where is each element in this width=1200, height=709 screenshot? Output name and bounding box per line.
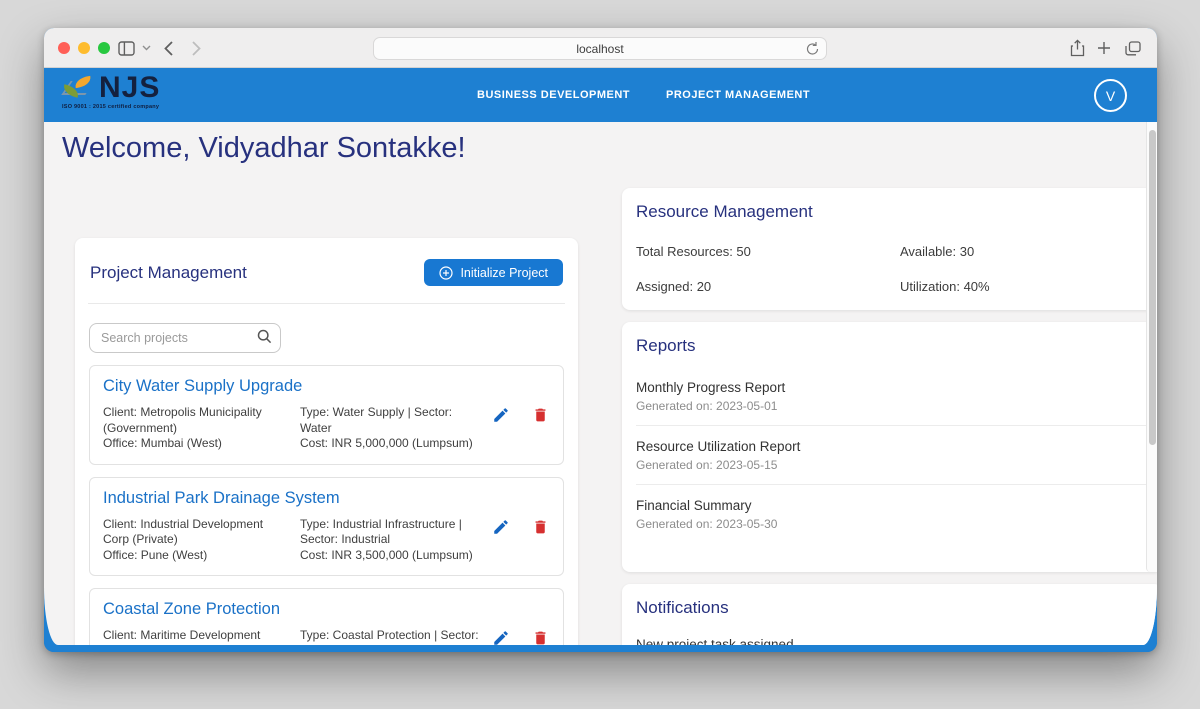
nav-project-management[interactable]: PROJECT MANAGEMENT [666, 89, 811, 101]
project-management-title: Project Management [90, 262, 247, 282]
project-client: Client: Metropolis Municipality (Governm… [103, 405, 262, 435]
pencil-icon [494, 519, 508, 534]
notification-item: New project task assigned [636, 637, 794, 645]
resource-management-card: Resource Management Total Resources: 50 … [622, 188, 1157, 310]
trash-icon [535, 520, 546, 533]
trash-icon [535, 631, 546, 645]
reload-icon[interactable] [806, 41, 819, 56]
report-item[interactable]: Resource Utilization Report Generated on… [636, 426, 1148, 485]
sidebar-toggle-icon[interactable] [118, 28, 135, 68]
project-type: Type: Industrial Infrastructure | Sector… [300, 516, 462, 547]
page-title: Welcome, Vidyadhar Sontakke! [62, 132, 466, 164]
project-item[interactable]: City Water Supply Upgrade Client: Metrop… [89, 365, 564, 465]
project-management-card: Project Management Initialize Project Ci… [75, 238, 578, 645]
trash-icon [535, 408, 546, 422]
notifications-title: Notifications [636, 598, 729, 617]
nav-business-development[interactable]: BUSINESS DEVELOPMENT [477, 89, 631, 101]
resource-management-title: Resource Management [636, 202, 813, 221]
back-button[interactable] [164, 28, 173, 68]
scrollbar-thumb[interactable] [1149, 130, 1156, 445]
report-name: Monthly Progress Report [636, 380, 786, 395]
stat-utilization: Utilization: 40% [900, 279, 990, 294]
project-cost: Cost: INR 3,500,000 (Lumpsum) [300, 547, 473, 562]
project-type: Type: Coastal Protection | Sector: [300, 628, 479, 642]
logo-tagline: ISO 9001 : 2015 certified company [62, 104, 160, 110]
report-generated-date: Generated on: 2023-05-01 [636, 399, 778, 413]
report-item[interactable]: Monthly Progress Report Generated on: 20… [636, 367, 1148, 426]
edit-project-button[interactable] [492, 629, 510, 645]
avatar-initial: V [1105, 87, 1116, 104]
edit-project-button[interactable] [492, 518, 510, 536]
project-client: Client: Maritime Development Board [103, 628, 261, 645]
notifications-card: Notifications New project task assigned [622, 584, 1157, 645]
project-type: Type: Water Supply | Sector: Water [300, 405, 453, 435]
report-name: Resource Utilization Report [636, 439, 801, 454]
forward-button[interactable] [192, 28, 201, 68]
new-tab-icon[interactable] [1097, 28, 1111, 68]
project-office: Office: Mumbai (West) [103, 436, 222, 450]
traffic-lights [58, 42, 110, 54]
search-box [89, 323, 281, 353]
user-avatar[interactable]: V [1094, 79, 1127, 112]
stat-available: Available: 30 [900, 244, 975, 259]
main-nav: BUSINESS DEVELOPMENT PROJECT MANAGEMENT [477, 68, 810, 122]
url-text: localhost [576, 41, 624, 56]
report-item[interactable]: Financial Summary Generated on: 2023-05-… [636, 485, 1148, 543]
initialize-project-button[interactable]: Initialize Project [424, 259, 563, 286]
pencil-icon [494, 408, 508, 422]
stat-total-resources: Total Resources: 50 [636, 244, 751, 259]
project-cost: Cost: INR 5,000,000 (Lumpsum) [300, 436, 473, 450]
plus-circle-icon [439, 265, 454, 280]
delete-project-button[interactable] [532, 518, 550, 536]
report-generated-date: Generated on: 2023-05-30 [636, 517, 778, 531]
browser-window: localhost NJS ISO 9001 : 20 [44, 28, 1157, 652]
report-name: Financial Summary [636, 498, 752, 513]
reports-title: Reports [636, 336, 696, 355]
zoom-window-button[interactable] [98, 42, 110, 54]
app-header: NJS ISO 9001 : 2015 certified company BU… [44, 68, 1157, 122]
njs-logo[interactable]: NJS ISO 9001 : 2015 certified company [61, 71, 161, 110]
content-panel: Welcome, Vidyadhar Sontakke! Project Man… [44, 122, 1157, 645]
project-client: Client: Industrial Development Corp (Pri… [103, 516, 264, 547]
edit-project-button[interactable] [492, 406, 510, 424]
delete-project-button[interactable] [532, 629, 550, 645]
project-item[interactable]: Industrial Park Drainage System Client: … [89, 476, 564, 576]
tab-overview-icon[interactable] [1125, 28, 1141, 68]
search-input[interactable] [89, 323, 281, 353]
share-icon[interactable] [1070, 28, 1085, 68]
address-bar[interactable]: localhost [373, 37, 827, 60]
initialize-project-label: Initialize Project [460, 265, 548, 280]
delete-project-button[interactable] [532, 406, 550, 424]
logo-text: NJS [99, 71, 161, 104]
search-icon[interactable] [257, 329, 272, 344]
project-item[interactable]: Coastal Zone Protection Client: Maritime… [89, 588, 564, 645]
minimize-window-button[interactable] [78, 42, 90, 54]
browser-toolbar: localhost [44, 28, 1157, 68]
leaf-logo-icon [61, 75, 96, 101]
close-window-button[interactable] [58, 42, 70, 54]
reports-card: Reports Monthly Progress Report Generate… [622, 322, 1157, 572]
divider [88, 303, 565, 304]
project-title-link[interactable]: Coastal Zone Protection [103, 600, 281, 618]
report-generated-date: Generated on: 2023-05-15 [636, 458, 778, 472]
chevron-down-icon[interactable] [142, 28, 151, 68]
project-office: Office: Pune (West) [103, 547, 208, 562]
project-title-link[interactable]: City Water Supply Upgrade [103, 377, 303, 395]
pencil-icon [494, 631, 508, 645]
stat-assigned: Assigned: 20 [636, 279, 712, 294]
scrollbar-track[interactable] [1146, 122, 1157, 572]
page-viewport: Welcome, Vidyadhar Sontakke! Project Man… [44, 122, 1157, 652]
project-title-link[interactable]: Industrial Park Drainage System [103, 488, 340, 507]
